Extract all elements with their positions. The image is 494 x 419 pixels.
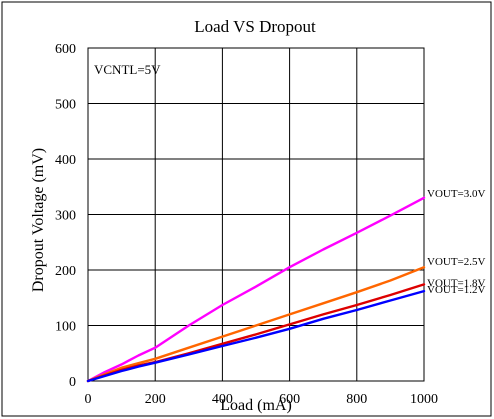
series-label: VOUT=3.0V — [427, 188, 486, 200]
series-label: VOUT=2.5V — [427, 256, 486, 268]
y-tick-label: 600 — [55, 42, 76, 57]
y-tick-label: 400 — [55, 153, 76, 168]
series-label: VOUT=1.2V — [427, 284, 486, 296]
chart-title: Load VS Dropout — [194, 17, 316, 36]
y-tick-label: 0 — [69, 375, 76, 390]
y-tick-label: 100 — [55, 320, 76, 335]
x-tick-label: 800 — [346, 392, 367, 407]
condition-annotation: VCNTL=5V — [94, 62, 161, 77]
x-tick-label: 0 — [85, 392, 92, 407]
y-tick-label: 500 — [55, 98, 76, 113]
x-tick-label: 200 — [145, 392, 166, 407]
series-line — [86, 289, 426, 383]
series-label: VOUT=1.8V — [427, 277, 486, 289]
x-tick-label: 400 — [212, 392, 233, 407]
x-tick-label: 600 — [279, 392, 300, 407]
x-axis-label: Load (mA) — [220, 397, 292, 414]
series-line — [86, 266, 426, 383]
tick-labels: 0 200 400 600 800 1000 0 100 200 300 400 500 600 — [55, 42, 438, 407]
y-tick-label: 200 — [55, 264, 76, 279]
series-line — [86, 196, 426, 383]
plot-area-border — [87, 47, 425, 382]
grid — [88, 48, 424, 381]
series-lines — [86, 196, 426, 383]
y-axis-label: Dropout Voltage (mV) — [30, 148, 47, 292]
x-tick-label: 1000 — [410, 392, 438, 407]
y-tick-label: 300 — [55, 209, 76, 224]
